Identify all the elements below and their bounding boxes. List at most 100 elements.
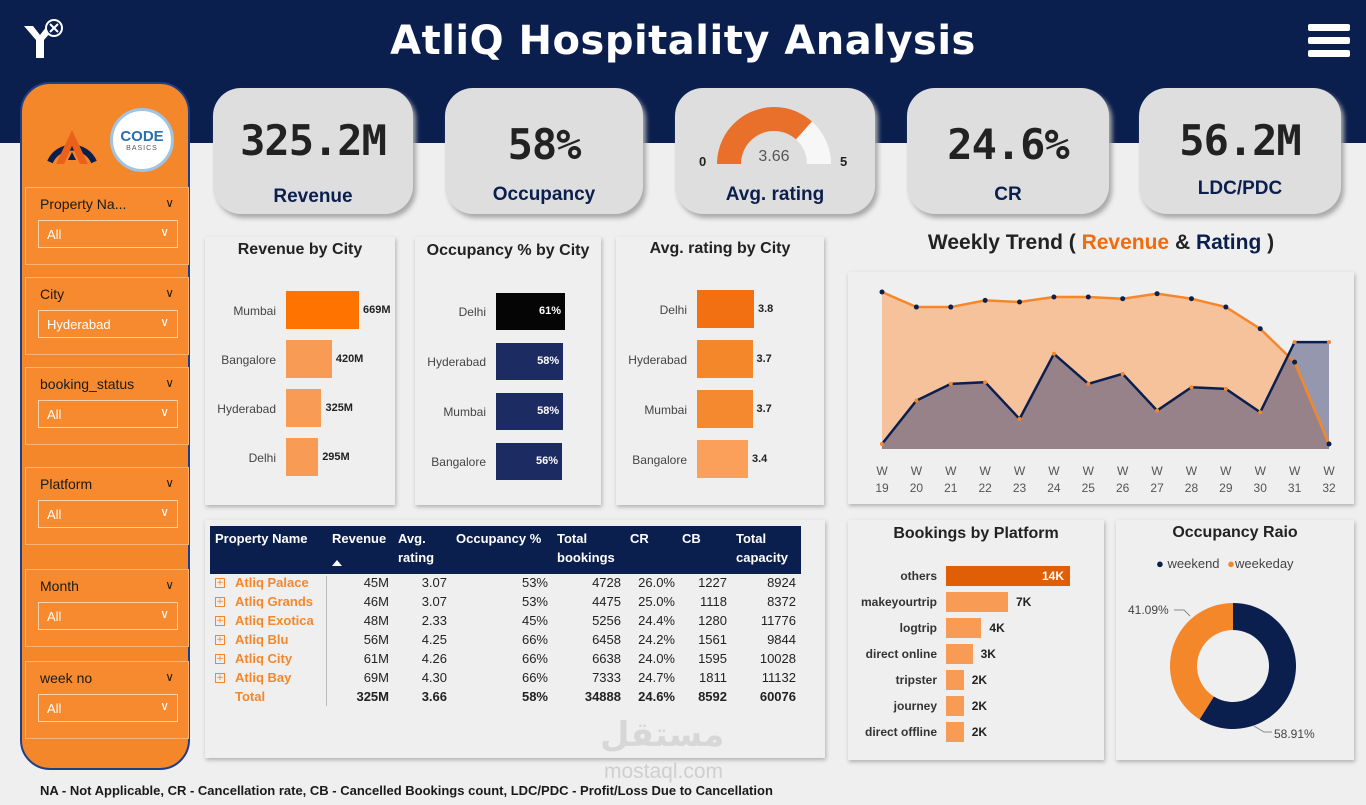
table-cell: 3.07 xyxy=(421,594,447,609)
chevron-down-icon[interactable]: ∨ xyxy=(165,578,174,592)
property-name[interactable]: Atliq Grands xyxy=(235,594,314,609)
revenue-point[interactable] xyxy=(982,297,988,303)
filter-city[interactable]: City ∨ Hyderabad ∨ xyxy=(25,277,189,355)
bar[interactable] xyxy=(496,443,562,480)
chevron-down-icon[interactable]: ∨ xyxy=(165,286,174,300)
filter-select[interactable]: All ∨ xyxy=(38,500,178,528)
rating-point[interactable] xyxy=(1086,381,1091,386)
filter-select[interactable]: All ∨ xyxy=(38,602,178,630)
expand-row-icon[interactable]: + xyxy=(215,578,225,588)
column-header[interactable]: Property Name xyxy=(210,526,327,574)
table-cell: 24.2% xyxy=(638,632,675,647)
column-header[interactable]: Avg. rating xyxy=(393,526,451,574)
property-name[interactable]: Atliq Palace xyxy=(235,575,309,590)
revenue-point[interactable] xyxy=(913,304,919,310)
column-header[interactable]: Total capacity xyxy=(731,526,801,574)
kpi-ldc-card: 56.2M LDC/PDC xyxy=(1139,88,1341,214)
revenue-point[interactable] xyxy=(1120,296,1126,302)
expand-row-icon[interactable]: + xyxy=(215,654,225,664)
filter-month[interactable]: Month ∨ All ∨ xyxy=(25,569,189,647)
revenue-point[interactable] xyxy=(1154,291,1160,297)
filter-booking-status[interactable]: booking_status ∨ All ∨ xyxy=(25,367,189,445)
table-cell: 7333 xyxy=(592,670,621,685)
revenue-point[interactable] xyxy=(1326,441,1332,447)
filter-label: week no xyxy=(40,670,93,686)
expand-row-icon[interactable]: + xyxy=(215,597,225,607)
chevron-down-icon[interactable]: ∨ xyxy=(165,476,174,490)
bar[interactable] xyxy=(946,566,1070,586)
watermark-arabic: مستقل xyxy=(600,715,725,755)
column-header[interactable]: CR xyxy=(625,526,677,574)
property-name[interactable]: Atliq Exotica xyxy=(235,613,314,628)
rating-point[interactable] xyxy=(1120,371,1125,376)
filter-platform[interactable]: Platform ∨ All ∨ xyxy=(25,467,189,545)
column-header[interactable]: Occupancy % xyxy=(451,526,552,574)
property-name[interactable]: Atliq City xyxy=(235,651,293,666)
column-header[interactable]: CB xyxy=(677,526,731,574)
revenue-point[interactable] xyxy=(1292,359,1298,365)
donut-slice[interactable] xyxy=(1199,603,1296,729)
revenue-point[interactable] xyxy=(1085,294,1091,300)
bar[interactable] xyxy=(496,293,565,330)
revenue-point[interactable] xyxy=(1257,326,1263,332)
app-logo-icon[interactable] xyxy=(20,18,64,62)
expand-row-icon[interactable]: + xyxy=(215,635,225,645)
bar[interactable] xyxy=(697,440,748,478)
bar[interactable] xyxy=(286,438,319,476)
expand-row-icon[interactable]: + xyxy=(215,673,225,683)
bar[interactable] xyxy=(946,722,964,742)
rating-point[interactable] xyxy=(1189,385,1194,390)
rating-point[interactable] xyxy=(914,398,919,403)
table-cell: 1811 xyxy=(699,670,727,685)
bar[interactable] xyxy=(946,644,973,664)
chevron-down-icon[interactable]: ∨ xyxy=(165,376,174,390)
bar[interactable] xyxy=(697,340,753,378)
rating-point[interactable] xyxy=(1258,410,1263,415)
rating-point[interactable] xyxy=(1017,416,1022,421)
column-header[interactable]: Total bookings xyxy=(552,526,625,574)
bar[interactable] xyxy=(496,393,564,430)
revenue-point[interactable] xyxy=(879,289,885,295)
filter-select[interactable]: All ∨ xyxy=(38,400,178,428)
rating-point[interactable] xyxy=(1292,340,1297,345)
bar[interactable] xyxy=(697,390,753,428)
filter-select[interactable]: Hyderabad ∨ xyxy=(38,310,178,338)
bar[interactable] xyxy=(946,592,1008,612)
rating-point[interactable] xyxy=(948,381,953,386)
filter-select[interactable]: All ∨ xyxy=(38,220,178,248)
bar[interactable] xyxy=(286,291,359,329)
hamburger-menu-icon[interactable] xyxy=(1308,24,1350,64)
column-header[interactable]: Revenue xyxy=(327,526,393,574)
rating-point[interactable] xyxy=(880,441,884,446)
filter-select[interactable]: All ∨ xyxy=(38,694,178,722)
rating-point[interactable] xyxy=(1155,408,1160,413)
filter-property-name[interactable]: Property Na... ∨ All ∨ xyxy=(25,187,189,265)
chevron-down-icon[interactable]: ∨ xyxy=(165,196,174,210)
rating-point[interactable] xyxy=(1327,340,1331,345)
rating-point[interactable] xyxy=(1223,386,1228,391)
occupancy-by-city-chart: Occupancy % by City Delhi 61% Hyderabad 58%… xyxy=(415,237,601,505)
bar[interactable] xyxy=(286,389,322,427)
property-name[interactable]: Atliq Blu xyxy=(235,632,289,647)
revenue-point[interactable] xyxy=(1017,299,1023,305)
bar[interactable] xyxy=(946,670,964,690)
chevron-down-icon[interactable]: ∨ xyxy=(165,670,174,684)
bar[interactable] xyxy=(946,618,982,638)
revenue-point[interactable] xyxy=(948,304,954,310)
revenue-point[interactable] xyxy=(1188,296,1194,302)
bar[interactable] xyxy=(697,290,754,328)
kpi-value: 58% xyxy=(507,120,582,169)
revenue-point[interactable] xyxy=(1051,294,1057,300)
revenue-point[interactable] xyxy=(1223,304,1229,310)
rating-point[interactable] xyxy=(1051,351,1056,356)
bar[interactable] xyxy=(286,340,332,378)
filter-week-no[interactable]: week no ∨ All ∨ xyxy=(25,661,189,739)
category-label: makeyourtrip xyxy=(860,595,937,609)
donut-slice[interactable] xyxy=(1170,603,1233,720)
bar[interactable] xyxy=(496,343,564,380)
property-name[interactable]: Atliq Bay xyxy=(235,670,292,685)
bar[interactable] xyxy=(946,696,964,716)
rating-point[interactable] xyxy=(983,380,988,385)
expand-row-icon[interactable]: + xyxy=(215,616,225,626)
sort-asc-icon[interactable] xyxy=(332,560,342,566)
